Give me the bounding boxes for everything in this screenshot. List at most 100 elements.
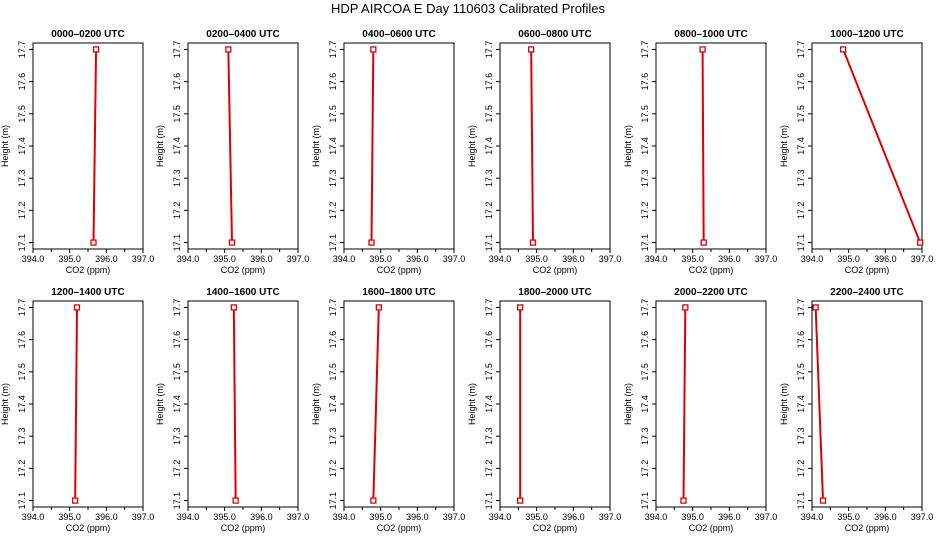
y-tick-label: 17.5 [172, 363, 182, 381]
data-point [368, 239, 375, 246]
x-tick-label: 396.0 [562, 512, 585, 522]
y-tick-label: 17.6 [17, 331, 27, 349]
panel-title: 2200–2400 UTC [830, 287, 903, 298]
y-tick-label: 17.3 [640, 427, 650, 445]
x-tick-label: 394.0 [22, 254, 45, 264]
profile-line [227, 49, 233, 243]
y-tick-label: 17.7 [640, 299, 650, 317]
y-tick-label: 17.4 [796, 137, 806, 155]
y-tick-label: 17.3 [17, 169, 27, 187]
x-tick-label: 397.0 [287, 254, 310, 264]
plot-frame [32, 42, 144, 250]
x-tick-label: 397.0 [443, 512, 466, 522]
y-tick-label: 17.5 [17, 363, 27, 381]
panel-title: 0800–1000 UTC [674, 29, 747, 40]
data-point [680, 497, 687, 504]
x-axis-label: CO2 (ppm) [221, 265, 266, 275]
y-tick-label: 17.3 [328, 169, 338, 187]
data-point [529, 239, 537, 246]
x-tick-label: 395.0 [837, 254, 860, 264]
y-tick-label: 17.6 [640, 73, 650, 91]
y-tick-label: 17.7 [328, 41, 338, 59]
data-point [840, 46, 847, 53]
y-tick-label: 17.4 [484, 395, 494, 413]
y-tick-label: 17.2 [172, 460, 182, 478]
y-tick-label: 17.2 [796, 460, 806, 478]
plot-frame [343, 300, 455, 508]
profile-line [814, 307, 824, 501]
y-axis-label: Height (m) [467, 383, 477, 425]
y-axis-label: Height (m) [467, 125, 477, 167]
y-tick-label: 17.2 [328, 460, 338, 478]
x-tick-label: 397.0 [443, 254, 466, 264]
x-tick-label: 396.0 [250, 254, 273, 264]
y-tick-label: 17.6 [172, 331, 182, 349]
x-axis-label: CO2 (ppm) [377, 523, 422, 533]
x-axis-label: CO2 (ppm) [533, 265, 578, 275]
profile-panel: 0600–0800 UTC 394.0 395.0 396.0 397.0 17.1 17.… [467, 29, 621, 275]
data-point [375, 304, 382, 311]
y-tick-label: 17.4 [484, 137, 494, 155]
x-tick-label: 395.0 [58, 512, 81, 522]
y-tick-label: 17.7 [172, 41, 182, 59]
y-tick-label: 17.4 [640, 395, 650, 413]
y-tick-label: 17.1 [328, 492, 338, 510]
y-tick-label: 17.6 [484, 73, 494, 91]
y-tick-label: 17.1 [172, 492, 182, 510]
y-tick-label: 17.5 [796, 363, 806, 381]
x-tick-label: 394.0 [489, 254, 512, 264]
x-tick-label: 394.0 [177, 512, 200, 522]
x-tick-label: 396.0 [718, 512, 741, 522]
y-tick-label: 17.6 [796, 331, 806, 349]
x-tick-label: 394.0 [177, 254, 200, 264]
x-tick-label: 395.0 [525, 512, 548, 522]
y-tick-label: 17.1 [17, 234, 27, 252]
data-point [917, 239, 924, 246]
data-point [699, 46, 706, 53]
y-tick-label: 17.5 [796, 105, 806, 123]
panel-title: 1400–1600 UTC [206, 287, 279, 298]
y-axis-label: Height (m) [155, 125, 165, 167]
y-tick-label: 17.5 [17, 105, 27, 123]
plot-frame [32, 300, 144, 508]
y-axis-label: Height (m) [0, 125, 10, 167]
profile-panel: 1800–2000 UTC 394.0 395.0 396.0 397.0 17.1 17.… [467, 287, 621, 533]
data-point [517, 497, 524, 504]
x-tick-label: 397.0 [755, 512, 778, 522]
data-point [90, 239, 97, 246]
y-tick-label: 17.2 [796, 202, 806, 220]
figure-title: HDP AIRCOA E Day 110603 Calibrated Profi… [331, 1, 606, 16]
y-tick-label: 17.7 [640, 41, 650, 59]
x-tick-label: 394.0 [22, 512, 45, 522]
plot-frame [499, 300, 611, 508]
data-point [682, 304, 689, 311]
x-tick-label: 395.0 [213, 512, 236, 522]
y-tick-label: 17.2 [328, 202, 338, 220]
y-tick-label: 17.7 [484, 299, 494, 317]
y-tick-label: 17.3 [17, 427, 27, 445]
x-tick-label: 396.0 [95, 512, 118, 522]
plot-frame [655, 42, 767, 250]
y-tick-label: 17.3 [796, 169, 806, 187]
y-tick-label: 17.3 [172, 169, 182, 187]
y-tick-label: 17.1 [328, 234, 338, 252]
panel-title: 1200–1400 UTC [51, 287, 124, 298]
y-tick-label: 17.2 [17, 460, 27, 478]
x-axis-label: CO2 (ppm) [66, 265, 111, 275]
profile-line [370, 49, 375, 243]
y-tick-label: 17.1 [17, 492, 27, 510]
panel-title: 2000–2200 UTC [674, 287, 747, 298]
y-tick-label: 17.4 [17, 137, 27, 155]
plot-frame [343, 42, 455, 250]
profile-line [92, 49, 98, 243]
x-tick-label: 394.0 [333, 254, 356, 264]
y-axis-label: Height (m) [311, 383, 321, 425]
y-tick-label: 17.3 [796, 427, 806, 445]
panel-title: 0600–0800 UTC [518, 29, 591, 40]
y-tick-label: 17.6 [172, 73, 182, 91]
data-point [232, 497, 239, 504]
x-tick-label: 397.0 [132, 254, 155, 264]
y-tick-label: 17.1 [640, 492, 650, 510]
x-axis-label: CO2 (ppm) [66, 523, 111, 533]
